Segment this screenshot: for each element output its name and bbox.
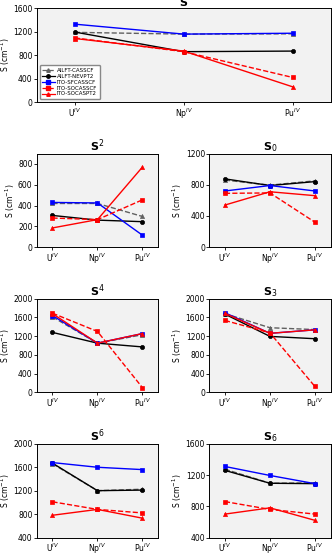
Title: S: S xyxy=(180,0,188,8)
Title: S$^4$: S$^4$ xyxy=(90,282,105,299)
Title: S$^2$: S$^2$ xyxy=(90,137,105,154)
Y-axis label: S (cm$^{-1}$): S (cm$^{-1}$) xyxy=(3,183,17,218)
Y-axis label: S (cm$^{-1}$): S (cm$^{-1}$) xyxy=(171,473,184,508)
Title: S$^6$: S$^6$ xyxy=(90,427,105,444)
Y-axis label: S (cm$^{-1}$): S (cm$^{-1}$) xyxy=(0,328,12,363)
Y-axis label: S (cm$^{-1}$): S (cm$^{-1}$) xyxy=(171,328,184,363)
Y-axis label: S (cm$^{-1}$): S (cm$^{-1}$) xyxy=(0,38,12,72)
Title: S$_6$: S$_6$ xyxy=(263,430,277,444)
Y-axis label: S (cm$^{-1}$): S (cm$^{-1}$) xyxy=(171,183,184,218)
Title: S$_3$: S$_3$ xyxy=(263,285,277,299)
Legend: AILFT-CASSCF, AILFT-NEVPT2, ITO-SFCASSCF, ITO-SOCASSCF, ITO-SOCASPT2: AILFT-CASSCF, AILFT-NEVPT2, ITO-SFCASSCF… xyxy=(39,65,100,99)
Title: S$_0$: S$_0$ xyxy=(263,140,277,154)
Y-axis label: S (cm$^{-1}$): S (cm$^{-1}$) xyxy=(0,473,12,508)
